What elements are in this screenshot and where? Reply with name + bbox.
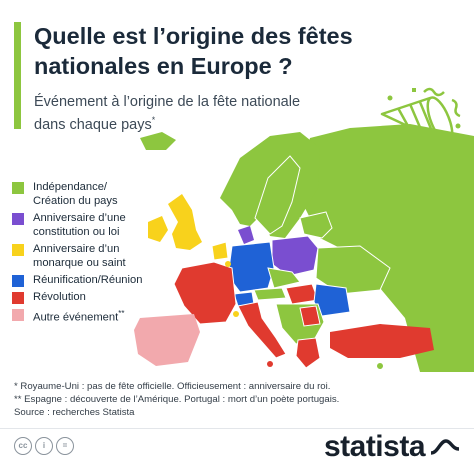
map-turkey: [330, 324, 434, 358]
legend-swatch-monarch: [12, 244, 24, 256]
subtitle-line-2: dans chaque pays*: [34, 111, 354, 134]
legend-label: Anniversaire d’une constitution ou loi: [31, 211, 128, 239]
title-line-1: Quelle est l’origine des fêtes: [34, 23, 353, 49]
map-hungary: [285, 283, 319, 305]
legend-swatch-constitution: [12, 213, 24, 225]
title-line-2: nationales en Europe ?: [34, 53, 293, 79]
legend-label-text: Autre événement: [33, 311, 119, 324]
subtitle: Événement à l’origine de la fête nationa…: [34, 93, 354, 134]
map-italy: [237, 301, 287, 359]
attribution-icon: i: [35, 437, 53, 455]
statista-logo: statista: [324, 428, 460, 466]
legend-label-line-1: Indépendance/: [33, 181, 108, 193]
no-derivatives-icon: =: [56, 437, 74, 455]
subtitle-line-2-text: dans chaque pays: [34, 116, 152, 133]
legend-item-other: Autre événement**: [12, 307, 182, 325]
map-legend: Indépendance/Création du pays Anniversai…: [12, 180, 182, 328]
map-sweden: [254, 155, 301, 235]
legend-label-marker: **: [118, 309, 125, 318]
page-title: Quelle est l’origine des fêtes nationale…: [34, 21, 364, 81]
legend-label: Autre événement**: [31, 307, 127, 325]
footnote-iberia: ** Espagne : découverte de l’Amérique. P…: [14, 394, 340, 405]
legend-label: Indépendance/Création du pays: [31, 180, 120, 208]
map-greece: [295, 337, 321, 369]
title-accent-bar: [14, 22, 21, 129]
legend-swatch-independence: [12, 182, 24, 194]
legend-item-reunification: Réunification/Réunion: [12, 273, 182, 287]
legend-item-monarch: Anniversaire d’un monarque ou saint: [12, 242, 182, 270]
map-netherlands: [211, 241, 229, 261]
creative-commons-icon: cc: [14, 437, 32, 455]
map-baltics: [299, 211, 333, 239]
map-luxembourg: [225, 261, 231, 267]
legend-label-line-1: Anniversaire d’une: [33, 212, 126, 224]
map-france: [173, 261, 237, 325]
footer-divider: [0, 428, 474, 429]
footnotes: * Royaume-Uni : pas de fête officielle. …: [14, 380, 464, 419]
map-malta: [267, 361, 273, 367]
map-romania: [313, 283, 351, 317]
legend-swatch-revolution: [12, 292, 24, 304]
map-russia-east: [300, 124, 474, 372]
legend-item-independence: Indépendance/Création du pays: [12, 180, 182, 208]
legend-label-line-2: constitution ou loi: [33, 226, 120, 238]
map-germany: [227, 241, 275, 293]
map-cyprus: [377, 363, 383, 369]
legend-swatch-other: [12, 309, 24, 321]
legend-label-line-2: Création du pays: [33, 195, 118, 207]
map-monaco: [233, 311, 239, 317]
map-uk: [168, 194, 202, 250]
legend-label: Révolution: [31, 290, 88, 304]
legend-item-revolution: Révolution: [12, 290, 182, 304]
license-icons: cc i =: [14, 437, 74, 455]
europe-map: [134, 124, 474, 372]
map-austria: [253, 287, 287, 301]
statista-wave-icon: [430, 439, 460, 455]
footnote-uk: * Royaume-Uni : pas de fête officielle. …: [14, 381, 331, 392]
map-denmark: [238, 226, 254, 244]
brand-name: statista: [323, 430, 426, 463]
map-iceland: [140, 132, 176, 150]
subtitle-marker: *: [151, 115, 156, 125]
map-ireland: [148, 216, 168, 242]
legend-label-line-2: monarque ou saint: [33, 257, 126, 269]
source-note: Source : recherches Statista: [14, 407, 135, 418]
legend-label: Réunification/Réunion: [31, 273, 145, 287]
legend-item-constitution: Anniversaire d’une constitution ou loi: [12, 211, 182, 239]
map-czechia: [267, 267, 301, 289]
legend-swatch-reunification: [12, 275, 24, 287]
map-ukraine: [315, 245, 391, 295]
legend-label-line-1: Anniversaire d’un: [33, 243, 120, 255]
legend-label: Anniversaire d’un monarque ou saint: [31, 242, 128, 270]
map-iberia: [134, 314, 200, 366]
map-serbia: [299, 305, 321, 327]
subtitle-line-1: Événement à l’origine de la fête nationa…: [34, 94, 301, 110]
